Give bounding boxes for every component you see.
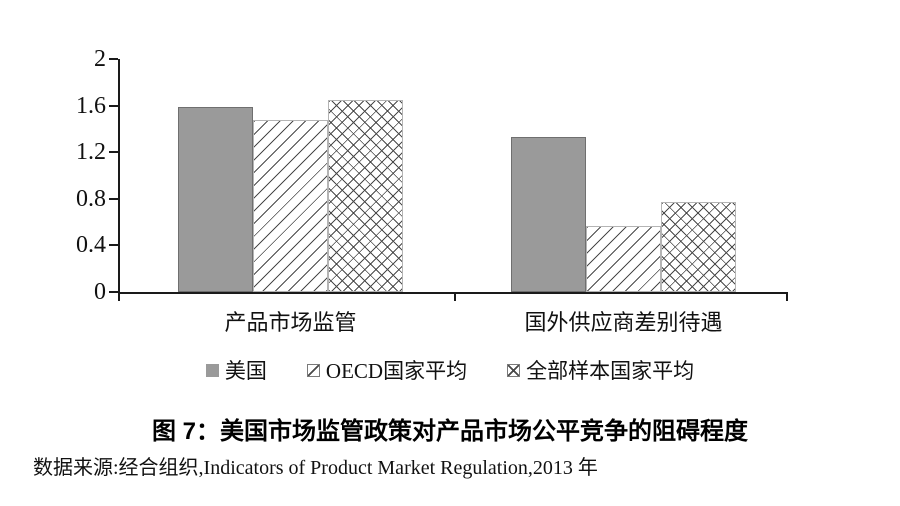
legend-label: 全部样本国家平均 — [526, 359, 695, 383]
y-axis-tick-label: 1.2 — [76, 139, 106, 166]
x-category-label: 产品市场监管 — [224, 310, 357, 335]
y-axis-tick — [109, 151, 118, 154]
bar — [253, 119, 328, 292]
y-axis-line — [118, 59, 120, 299]
legend-swatch-diagonal-icon — [306, 363, 320, 377]
legend-label: 美国 — [224, 359, 267, 383]
legend-swatch-crosshatch-icon — [507, 363, 521, 377]
y-axis-tick — [109, 104, 118, 107]
bar — [178, 106, 253, 292]
y-axis-tick-label: 0 — [94, 279, 106, 305]
x-axis-tick — [786, 294, 788, 301]
x-axis-tick — [454, 294, 456, 301]
legend-swatch-solid-icon — [205, 363, 219, 377]
legend: 美国 OECD国家平均 全部样本国家平均 — [0, 355, 900, 385]
legend-item: 全部样本国家平均 — [507, 355, 694, 385]
x-axis-tick — [118, 294, 120, 301]
y-axis-tick — [109, 197, 118, 200]
bar-chart-plot-area: 2 1.6 1.2 0.8 0.4 0 产品市场监管 国外供应商差别待遇 — [76, 47, 788, 335]
data-source-note: 数据来源:经合组织,Indicators of Product Market R… — [33, 457, 598, 479]
x-category-label: 国外供应商差别待遇 — [524, 310, 723, 335]
y-axis-tick-label: 1.6 — [76, 92, 106, 119]
y-axis-tick-label: 0.4 — [76, 232, 106, 259]
y-axis-tick — [109, 244, 118, 247]
legend-label: OECD国家平均 — [325, 359, 468, 383]
bar — [586, 225, 661, 292]
x-axis-line — [118, 292, 788, 294]
chart-title: 图 7：美国市场监管政策对产品市场公平竞争的阻碍程度 — [151, 418, 748, 445]
y-axis-tick-label: 0.8 — [76, 185, 106, 212]
y-axis-tick — [109, 58, 118, 60]
bar — [511, 137, 586, 292]
legend-item: 美国 — [205, 355, 267, 385]
legend-item: OECD国家平均 — [306, 355, 468, 385]
y-axis-tick-label: 2 — [94, 46, 106, 72]
y-axis-tick — [109, 291, 118, 293]
bar — [661, 202, 736, 292]
bar — [328, 99, 403, 292]
